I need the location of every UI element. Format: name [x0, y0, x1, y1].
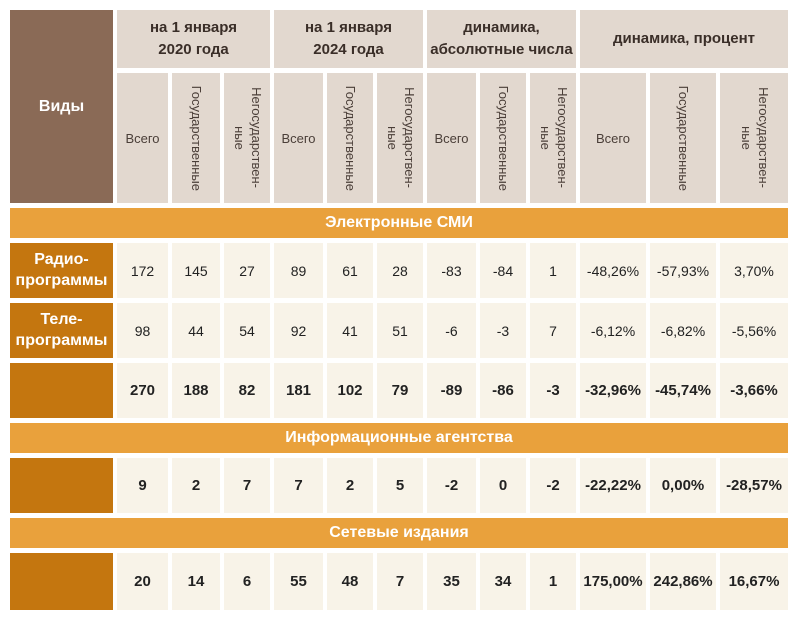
value-cell: -2 — [530, 458, 576, 513]
group-header: динамика, процент — [580, 10, 788, 68]
value-cell: 7 — [274, 458, 323, 513]
value-cell: 5 — [377, 458, 423, 513]
value-cell: 242,86% — [650, 553, 716, 610]
value-cell: -32,96% — [580, 363, 646, 418]
row-label — [10, 458, 113, 513]
value-cell: 2 — [172, 458, 220, 513]
value-cell: 172 — [117, 243, 168, 298]
value-cell: -6,82% — [650, 303, 716, 358]
value-cell: 9 — [117, 458, 168, 513]
label: Государственные — [343, 85, 359, 191]
value-cell: -22,22% — [580, 458, 646, 513]
value-cell: 7 — [530, 303, 576, 358]
value-cell: 7 — [377, 553, 423, 610]
value-cell: -89 — [427, 363, 476, 418]
value-cell: -3,66% — [720, 363, 788, 418]
value-cell: 270 — [117, 363, 168, 418]
value-cell: 98 — [117, 303, 168, 358]
sub-header: Государственные — [327, 73, 373, 203]
value-cell: -28,57% — [720, 458, 788, 513]
value-cell: -83 — [427, 243, 476, 298]
value-cell: 92 — [274, 303, 323, 358]
value-cell: 27 — [224, 243, 270, 298]
table: Виды на 1 января 2020 года на 1 января 202… — [10, 10, 788, 610]
value-cell: 175,00% — [580, 553, 646, 610]
row-label: Радио- программы — [10, 243, 113, 298]
group-header: на 1 января 2020 года — [117, 10, 270, 68]
label: Негосударствен- ные — [538, 87, 570, 189]
label: Государственные — [496, 85, 512, 191]
label: Государственные — [676, 85, 692, 191]
group-header: динамика, абсолютные числа — [427, 10, 576, 68]
sub-header: Государственные — [172, 73, 220, 203]
sub-header: Всего — [580, 73, 646, 203]
value-cell: 79 — [377, 363, 423, 418]
value-cell: 181 — [274, 363, 323, 418]
value-cell: 102 — [327, 363, 373, 418]
row-label: Теле- программы — [10, 303, 113, 358]
value-cell: 145 — [172, 243, 220, 298]
value-cell: 44 — [172, 303, 220, 358]
sub-header: Негосударствен- ные — [224, 73, 270, 203]
value-cell: 41 — [327, 303, 373, 358]
sub-header: Всего — [117, 73, 168, 203]
value-cell: 51 — [377, 303, 423, 358]
value-cell: -3 — [480, 303, 526, 358]
value-cell: 14 — [172, 553, 220, 610]
value-cell: 1 — [530, 553, 576, 610]
value-cell: 20 — [117, 553, 168, 610]
kind-header: Виды — [10, 10, 113, 203]
value-cell: 2 — [327, 458, 373, 513]
value-cell: 55 — [274, 553, 323, 610]
sub-header: Негосударствен- ные — [377, 73, 423, 203]
value-cell: 0,00% — [650, 458, 716, 513]
sub-header: Государственные — [650, 73, 716, 203]
value-cell: -45,74% — [650, 363, 716, 418]
value-cell: -5,56% — [720, 303, 788, 358]
label: Негосударствен- ные — [232, 87, 264, 189]
value-cell: 28 — [377, 243, 423, 298]
value-cell: 16,67% — [720, 553, 788, 610]
value-cell: 6 — [224, 553, 270, 610]
value-cell: 1 — [530, 243, 576, 298]
value-cell: 89 — [274, 243, 323, 298]
section-title: Информационные агентства — [10, 423, 788, 453]
value-cell: 82 — [224, 363, 270, 418]
group-header: на 1 января 2024 года — [274, 10, 423, 68]
value-cell: 0 — [480, 458, 526, 513]
value-cell: 7 — [224, 458, 270, 513]
sub-header: Государственные — [480, 73, 526, 203]
sub-header: Всего — [274, 73, 323, 203]
section-title: Электронные СМИ — [10, 208, 788, 238]
value-cell: 34 — [480, 553, 526, 610]
section-title: Сетевые издания — [10, 518, 788, 548]
sub-header: Негосударствен- ные — [720, 73, 788, 203]
row-label — [10, 363, 113, 418]
value-cell: -6 — [427, 303, 476, 358]
value-cell: -84 — [480, 243, 526, 298]
sub-header: Всего — [427, 73, 476, 203]
value-cell: -3 — [530, 363, 576, 418]
value-cell: 188 — [172, 363, 220, 418]
value-cell: 3,70% — [720, 243, 788, 298]
row-label — [10, 553, 113, 610]
label: Негосударствен- ные — [739, 87, 771, 189]
value-cell: 54 — [224, 303, 270, 358]
value-cell: -6,12% — [580, 303, 646, 358]
value-cell: -57,93% — [650, 243, 716, 298]
sub-header: Негосударствен- ные — [530, 73, 576, 203]
value-cell: -2 — [427, 458, 476, 513]
label: Государственные — [189, 85, 205, 191]
value-cell: -48,26% — [580, 243, 646, 298]
value-cell: 61 — [327, 243, 373, 298]
value-cell: 48 — [327, 553, 373, 610]
label: Негосударствен- ные — [385, 87, 417, 189]
value-cell: 35 — [427, 553, 476, 610]
value-cell: -86 — [480, 363, 526, 418]
